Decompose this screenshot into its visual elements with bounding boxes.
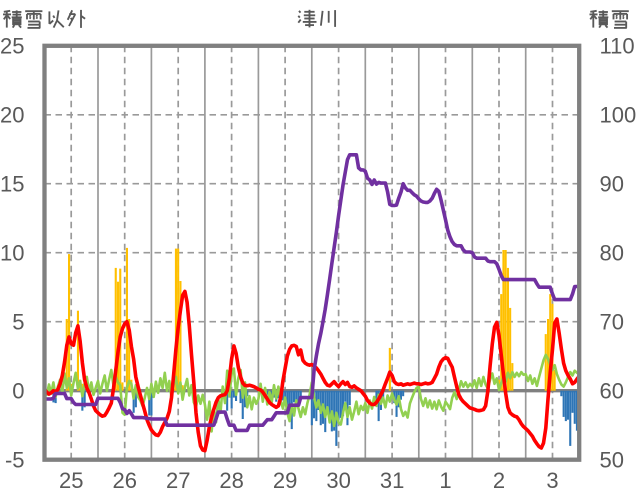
svg-text:25: 25 bbox=[0, 34, 24, 59]
svg-text:-5: -5 bbox=[5, 448, 25, 473]
svg-text:30: 30 bbox=[326, 468, 350, 493]
svg-text:60: 60 bbox=[600, 379, 624, 404]
svg-text:28: 28 bbox=[219, 468, 243, 493]
svg-text:3: 3 bbox=[546, 468, 558, 493]
svg-text:15: 15 bbox=[0, 172, 24, 197]
svg-text:0: 0 bbox=[12, 379, 24, 404]
svg-text:10: 10 bbox=[0, 241, 24, 266]
svg-text:27: 27 bbox=[166, 468, 190, 493]
svg-text:90: 90 bbox=[600, 172, 624, 197]
svg-text:80: 80 bbox=[600, 241, 624, 266]
svg-text:29: 29 bbox=[273, 468, 297, 493]
svg-text:2: 2 bbox=[493, 468, 505, 493]
svg-text:100: 100 bbox=[600, 103, 636, 128]
svg-text:31: 31 bbox=[380, 468, 404, 493]
svg-text:1: 1 bbox=[439, 468, 451, 493]
svg-text:25: 25 bbox=[59, 468, 83, 493]
svg-text:70: 70 bbox=[600, 310, 624, 335]
svg-text:110: 110 bbox=[600, 34, 635, 59]
svg-text:50: 50 bbox=[600, 448, 624, 473]
svg-text:20: 20 bbox=[0, 103, 24, 128]
svg-text:5: 5 bbox=[12, 310, 24, 335]
svg-text:26: 26 bbox=[112, 468, 136, 493]
